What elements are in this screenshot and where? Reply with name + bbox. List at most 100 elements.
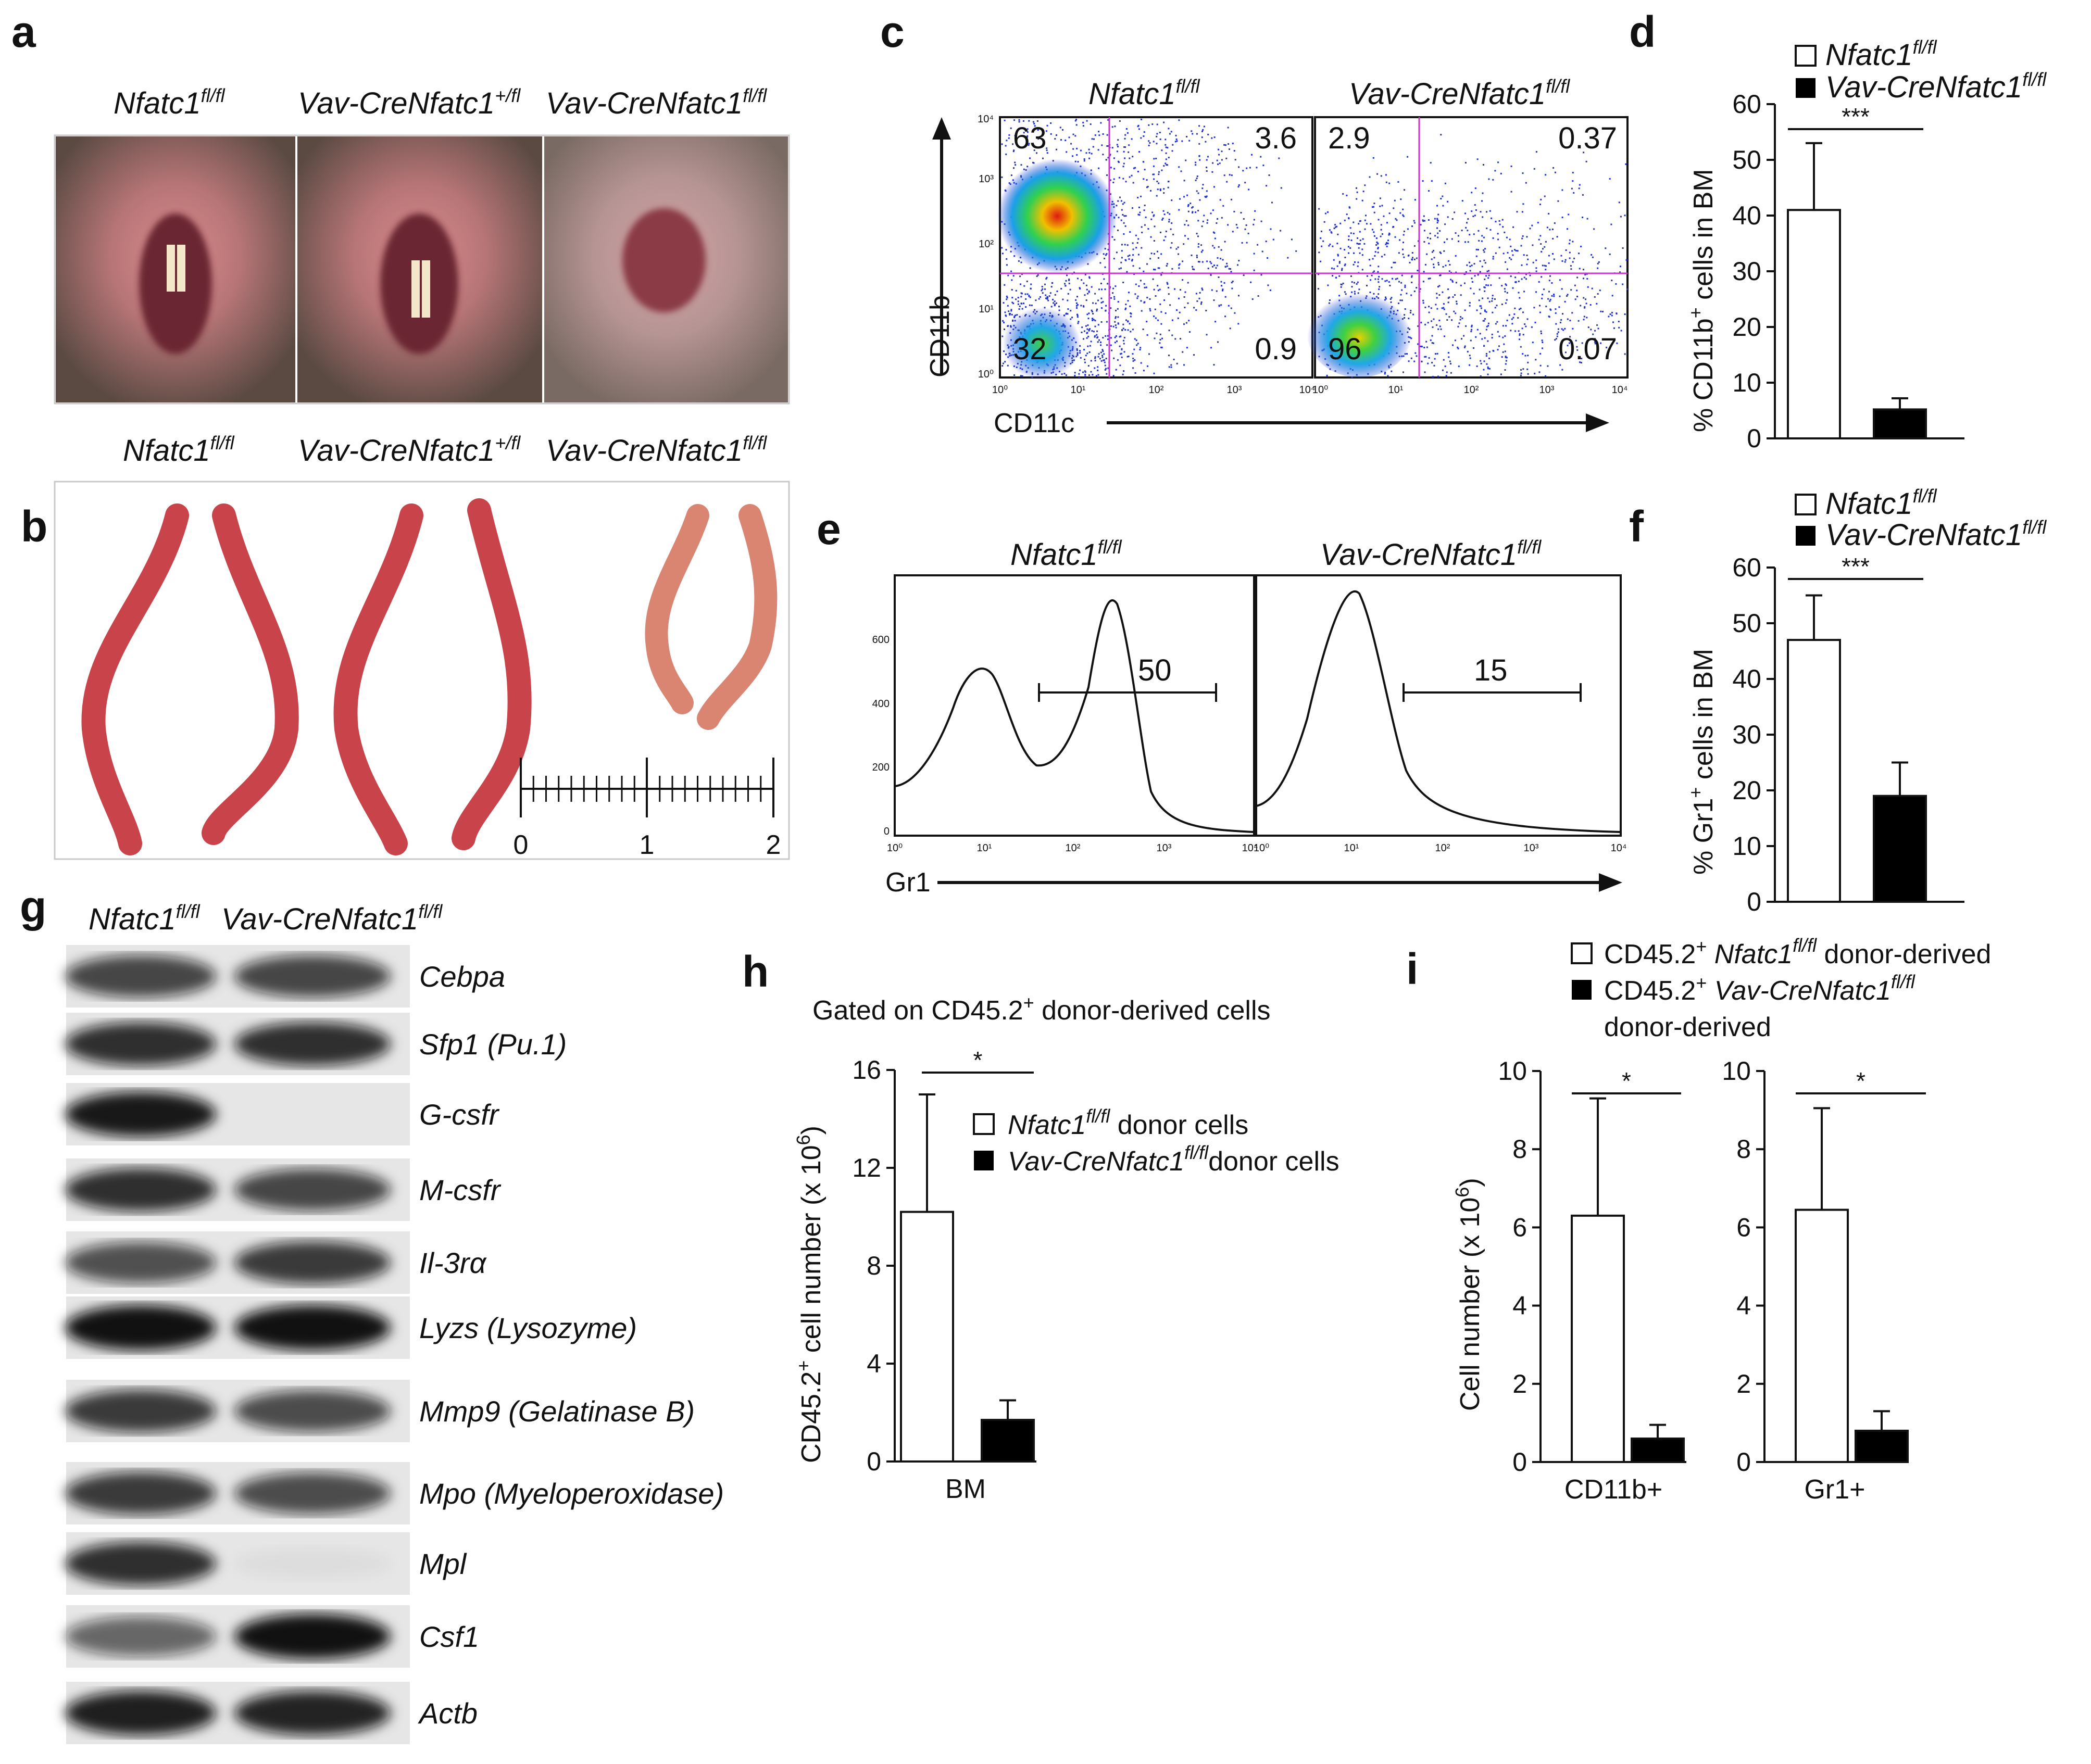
flow-event-dot: [1097, 336, 1099, 338]
flow-event-dot: [1076, 316, 1079, 318]
flow-event-dot: [1505, 261, 1507, 263]
flow-event-dot: [1131, 260, 1133, 262]
flow-event-dot: [1154, 253, 1155, 255]
flow-event-dot: [1552, 253, 1554, 255]
svg-text:10³: 10³: [1227, 384, 1242, 396]
flow-event-dot: [1167, 164, 1168, 166]
flow-event-dot: [1131, 138, 1133, 140]
flow-event-dot: [1470, 339, 1472, 342]
flow-event-dot: [1439, 251, 1441, 253]
flow-event-dot: [1394, 199, 1396, 201]
flow-event-dot: [1170, 366, 1172, 368]
flow-event-dot: [1287, 257, 1289, 259]
flow-event-dot: [1471, 210, 1473, 212]
flow-event-dot: [1132, 360, 1134, 362]
flow-event-dot: [1110, 167, 1112, 169]
flow-event-dot: [1250, 281, 1252, 283]
flow-event-dot: [1125, 319, 1127, 321]
flow-event-dot: [1146, 297, 1148, 299]
flow-event-dot: [1086, 288, 1088, 291]
flow-event-dot: [1230, 268, 1231, 270]
flow-event-dot: [1081, 331, 1083, 333]
x-category-label: Gr1+: [1804, 1475, 1865, 1505]
flow-event-dot: [1101, 288, 1103, 291]
y-tick-label: 30: [1732, 720, 1761, 749]
flow-event-dot: [1137, 254, 1140, 256]
flow-event-dot: [1237, 186, 1239, 188]
quadrant-ul: 63: [1013, 121, 1047, 155]
flow-event-dot: [1090, 371, 1092, 373]
flow-event-dot: [1234, 159, 1236, 161]
flow-event-dot: [1362, 238, 1364, 240]
flow-event-dot: [1106, 174, 1108, 176]
flow-event-dot: [1484, 248, 1486, 250]
flow-event-dot: [1555, 323, 1557, 325]
flow-event-dot: [1373, 211, 1375, 213]
flow-event-dot: [1419, 345, 1421, 347]
flow-event-dot: [1230, 271, 1232, 273]
flow-event-dot: [1143, 301, 1145, 304]
flow-event-dot: [1206, 334, 1208, 336]
flow-event-dot: [1535, 151, 1537, 153]
panel-h-legend: Nfatc1fl/fl donor cells Vav-CreNfatc1fl/…: [973, 1105, 1339, 1177]
flow-event-dot: [1150, 218, 1153, 220]
flow-event-dot: [1377, 278, 1379, 280]
flow-event-dot: [1006, 298, 1008, 300]
flow-event-dot: [1586, 278, 1588, 280]
flow-event-dot: [1026, 136, 1028, 138]
flow-event-dot: [1105, 305, 1107, 307]
flow-event-dot: [1088, 152, 1091, 154]
flow-event-dot: [1535, 259, 1537, 261]
flow-event-dot: [1082, 371, 1084, 373]
flow-event-dot: [1183, 196, 1185, 198]
flow-event-dot: [1482, 297, 1484, 299]
flow-event-dot: [1359, 220, 1361, 222]
flow-event-dot: [1104, 288, 1106, 291]
flow-event-dot: [1153, 240, 1155, 242]
flow-event-dot: [1561, 328, 1563, 330]
flow-event-dot: [1167, 186, 1169, 188]
blot-band: [65, 1168, 216, 1212]
flow-event-dot: [1007, 274, 1009, 276]
flow-event-dot: [1249, 167, 1251, 169]
flow-event-dot: [1527, 361, 1529, 363]
flow-event-dot: [1454, 339, 1456, 342]
flow-event-dot: [1336, 243, 1338, 245]
flow-event-dot: [1161, 149, 1163, 152]
flow-event-dot: [1159, 338, 1161, 341]
flow-event-dot: [1350, 240, 1353, 241]
flow-event-dot: [1084, 294, 1086, 296]
flow-event-dot: [1006, 140, 1008, 142]
flow-event-dot: [1450, 372, 1452, 374]
flow-event-dot: [1247, 232, 1249, 234]
flow-event-dot: [1161, 346, 1163, 348]
flow-event-dot: [1151, 123, 1154, 125]
flow-event-dot: [1171, 242, 1173, 244]
flow-event-dot: [1400, 282, 1403, 284]
flow-event-dot: [1228, 305, 1230, 307]
flow-event-dot: [1192, 212, 1194, 213]
flow-event-dot: [1532, 261, 1534, 263]
flow-event-dot: [1504, 350, 1506, 352]
flow-event-dot: [1280, 187, 1282, 189]
flow-event-dot: [1469, 261, 1470, 263]
flow-event-dot: [1201, 289, 1204, 291]
flow-event-dot: [1337, 255, 1339, 257]
flow-event-dot: [1351, 281, 1353, 283]
flow-event-dot: [1442, 195, 1444, 197]
flow-event-dot: [1111, 147, 1113, 149]
flow-event-dot: [1135, 234, 1137, 236]
flow-event-dot: [1148, 124, 1150, 126]
flow-event-dot: [1335, 226, 1336, 228]
flow-event-dot: [1344, 263, 1346, 266]
flow-event-dot: [1611, 314, 1613, 317]
flow-event-dot: [1149, 308, 1151, 310]
flow-event-dot: [1515, 249, 1517, 251]
flow-event-dot: [1492, 295, 1494, 297]
flow-event-dot: [1079, 369, 1081, 371]
flow-event-dot: [1175, 134, 1177, 136]
flow-event-dot: [1229, 327, 1231, 330]
scale-label: 2: [766, 830, 781, 860]
flow-event-dot: [1561, 217, 1563, 218]
histogram-ticks: 0 200 400 600 10⁰ 10¹ 10² 10³ 10⁴ 10⁰ 10…: [872, 634, 1627, 854]
